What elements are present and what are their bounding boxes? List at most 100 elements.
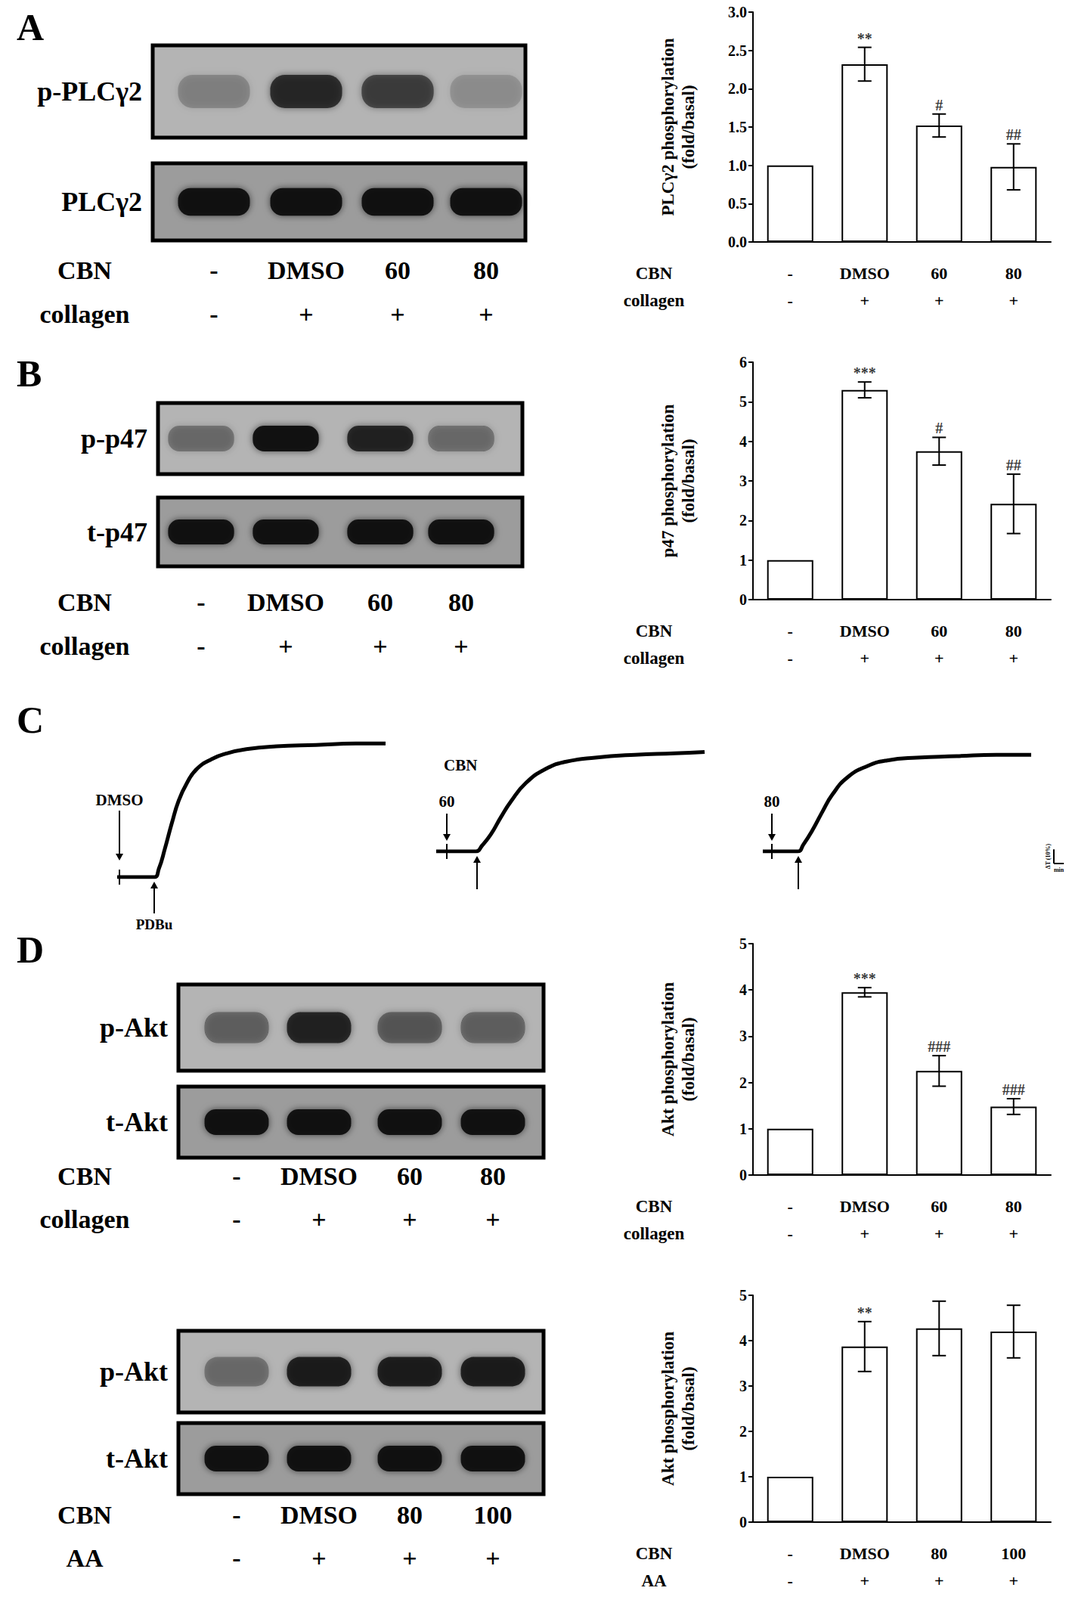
svg-text:CBN: CBN <box>635 1543 673 1563</box>
svg-text:-: - <box>787 1543 794 1563</box>
svg-text:(fold/basal): (fold/basal) <box>678 438 698 523</box>
svg-text:2: 2 <box>739 1422 747 1440</box>
svg-text:-: - <box>232 1205 241 1234</box>
svg-text:60: 60 <box>930 263 948 283</box>
svg-text:1: 1 <box>739 1120 747 1138</box>
svg-text:collagen: collagen <box>40 1205 131 1234</box>
svg-text:+: + <box>402 1205 417 1234</box>
svg-text:##: ## <box>1006 456 1022 474</box>
svg-text:PLCγ2 phosphorylation: PLCγ2 phosphorylation <box>658 37 678 216</box>
svg-text:(fold/basal): (fold/basal) <box>678 1366 698 1450</box>
svg-text:-: - <box>787 263 794 283</box>
svg-text:0: 0 <box>739 1513 747 1531</box>
svg-text:80: 80 <box>396 1500 423 1529</box>
svg-text:+: + <box>485 1543 500 1572</box>
svg-text:p-PLCγ2: p-PLCγ2 <box>37 76 143 107</box>
svg-text:B: B <box>16 352 42 395</box>
svg-text:collagen: collagen <box>623 1223 685 1243</box>
svg-text:DMSO: DMSO <box>280 1161 358 1190</box>
svg-text:CBN: CBN <box>57 588 112 617</box>
svg-text:min: min <box>1053 866 1065 874</box>
svg-text:1.0: 1.0 <box>728 157 747 174</box>
svg-text:0: 0 <box>739 1166 747 1184</box>
svg-text:+: + <box>934 291 945 310</box>
svg-text:D: D <box>16 928 44 971</box>
svg-text:p-Akt: p-Akt <box>99 1012 168 1043</box>
svg-text:(fold/basal): (fold/basal) <box>678 84 698 169</box>
svg-text:0: 0 <box>739 591 747 608</box>
svg-text:t-Akt: t-Akt <box>105 1106 168 1138</box>
svg-text:80: 80 <box>473 256 499 285</box>
svg-text:p-p47: p-p47 <box>80 423 148 454</box>
svg-text:CBN: CBN <box>57 256 112 285</box>
svg-text:-: - <box>232 1161 241 1190</box>
svg-text:C: C <box>16 698 44 741</box>
svg-text:4: 4 <box>739 433 747 450</box>
svg-text:Akt phosphorylation: Akt phosphorylation <box>658 982 678 1137</box>
svg-text:+: + <box>311 1543 326 1572</box>
svg-text:80: 80 <box>1005 1196 1023 1216</box>
svg-text:PLCγ2: PLCγ2 <box>61 186 143 217</box>
svg-text:60: 60 <box>396 1161 423 1190</box>
svg-text:+: + <box>478 300 493 329</box>
svg-text:1: 1 <box>739 551 747 569</box>
svg-text:DMSO: DMSO <box>839 1543 890 1563</box>
svg-text:5: 5 <box>739 935 747 952</box>
svg-text:6: 6 <box>739 353 747 371</box>
svg-text:-: - <box>787 1223 794 1243</box>
svg-text:#: # <box>935 419 943 437</box>
svg-text:-: - <box>209 256 218 285</box>
svg-text:+: + <box>859 1570 870 1590</box>
svg-text:2: 2 <box>739 1074 747 1091</box>
svg-text:-: - <box>196 632 205 660</box>
svg-text:CBN: CBN <box>443 755 478 775</box>
svg-text:+: + <box>859 291 870 310</box>
svg-text:0.5: 0.5 <box>728 195 747 212</box>
svg-text:60: 60 <box>930 621 948 641</box>
svg-text:DMSO: DMSO <box>247 588 325 617</box>
svg-text:##: ## <box>1006 126 1022 143</box>
svg-text:DMSO: DMSO <box>839 621 890 641</box>
svg-text:80: 80 <box>764 792 781 811</box>
svg-text:+: + <box>485 1205 500 1234</box>
svg-text:+: + <box>278 632 293 660</box>
svg-text:+: + <box>1008 648 1019 668</box>
svg-text:AA: AA <box>65 1543 104 1572</box>
svg-text:4: 4 <box>739 981 747 998</box>
svg-text:**: ** <box>857 30 873 47</box>
svg-text:80: 80 <box>480 1161 506 1190</box>
svg-text:collagen: collagen <box>623 648 685 668</box>
svg-text:60: 60 <box>384 256 411 285</box>
svg-text:+: + <box>402 1543 417 1572</box>
svg-text:+: + <box>934 648 945 668</box>
svg-text:###: ### <box>927 1037 951 1055</box>
svg-text:2: 2 <box>739 511 747 529</box>
svg-text:CBN: CBN <box>57 1500 112 1529</box>
svg-text:1.5: 1.5 <box>728 118 747 136</box>
svg-text:-: - <box>209 300 218 329</box>
svg-text:collagen: collagen <box>40 632 131 660</box>
svg-text:80: 80 <box>448 588 475 617</box>
svg-text:###: ### <box>1002 1081 1026 1098</box>
svg-text:5: 5 <box>739 393 747 410</box>
svg-text:CBN: CBN <box>635 1196 673 1216</box>
svg-text:p47 phosphorylation: p47 phosphorylation <box>658 403 678 558</box>
svg-text:4: 4 <box>739 1332 747 1349</box>
svg-text:1: 1 <box>739 1468 747 1485</box>
svg-text:AA: AA <box>641 1570 667 1590</box>
svg-text:**: ** <box>857 1304 873 1321</box>
svg-text:-: - <box>196 588 205 617</box>
svg-text:Akt phosphorylation: Akt phosphorylation <box>658 1331 678 1486</box>
svg-text:-: - <box>787 1196 794 1216</box>
svg-text:100: 100 <box>1000 1543 1026 1563</box>
svg-text:CBN: CBN <box>635 621 673 641</box>
svg-text:DMSO: DMSO <box>267 256 345 285</box>
svg-text:PDBu: PDBu <box>136 916 174 933</box>
svg-text:3: 3 <box>739 1377 747 1395</box>
svg-text:+: + <box>859 648 870 668</box>
svg-text:collagen: collagen <box>40 300 131 329</box>
svg-text:-: - <box>787 648 794 668</box>
svg-text:(fold/basal): (fold/basal) <box>678 1016 698 1101</box>
svg-text:collagen: collagen <box>623 291 685 310</box>
svg-text:80: 80 <box>1005 263 1023 283</box>
